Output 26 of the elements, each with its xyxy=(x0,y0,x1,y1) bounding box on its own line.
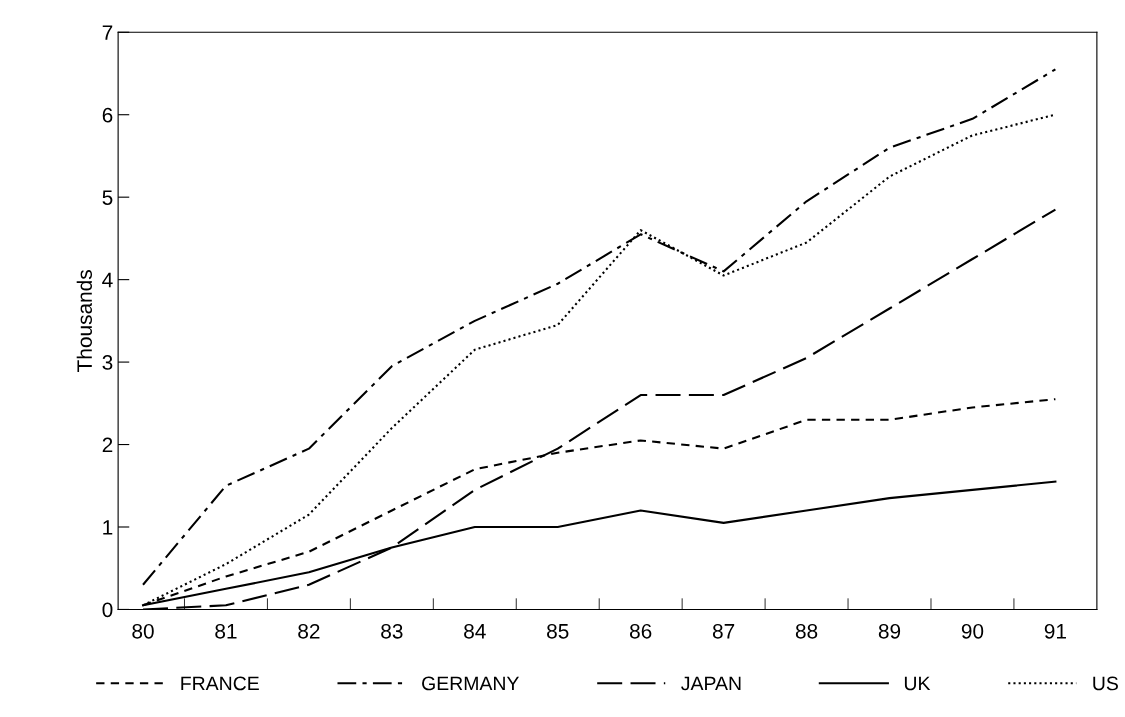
y-axis-title: Thousands xyxy=(76,270,93,372)
y-tick-label: 3 xyxy=(102,355,113,370)
x-tick-label: 88 xyxy=(795,623,818,639)
legend-label: UK xyxy=(904,676,931,691)
x-tick-label: 90 xyxy=(961,623,984,639)
x-tick-label: 83 xyxy=(381,623,403,639)
y-tick-label: 4 xyxy=(102,272,113,288)
y-tick-label: 1 xyxy=(103,520,113,535)
x-tick-label: 80 xyxy=(132,623,154,639)
y-tick-label: 2 xyxy=(102,437,113,453)
legend-label: JAPAN xyxy=(681,676,741,691)
y-tick-label: 7 xyxy=(102,25,113,40)
x-tick-label: 91 xyxy=(1044,623,1066,639)
x-tick-label: 82 xyxy=(298,623,320,639)
x-tick-label: 81 xyxy=(215,623,237,639)
y-tick-label: 6 xyxy=(102,107,113,123)
x-tick-label: 86 xyxy=(630,623,652,639)
x-tick-label: 84 xyxy=(464,623,486,639)
x-tick-label: 85 xyxy=(547,623,569,639)
legend-label: US xyxy=(1093,676,1118,691)
y-tick-label: 0 xyxy=(102,602,113,618)
legend-label: FRANCE xyxy=(181,676,259,691)
y-tick-label: 5 xyxy=(102,190,113,205)
legend-label: GERMANY xyxy=(422,676,519,691)
x-tick-label: 89 xyxy=(878,623,901,639)
x-tick-label: 87 xyxy=(712,623,735,639)
